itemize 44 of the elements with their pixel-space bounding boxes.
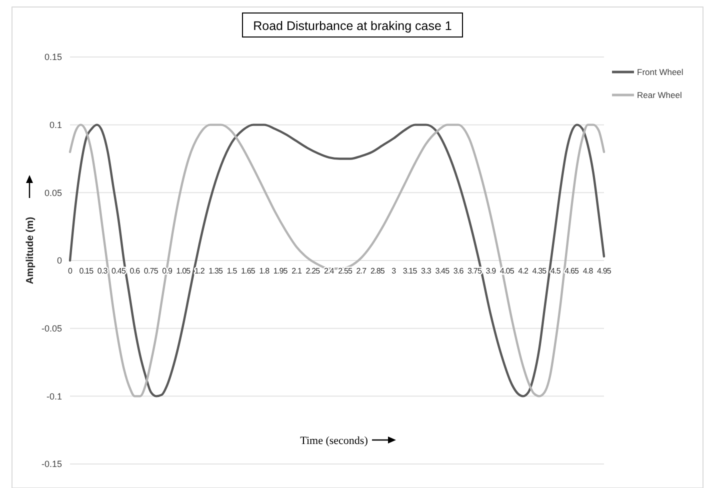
x-tick-label: 3.15 [402,266,418,276]
x-tick-label: 2.85 [370,266,386,276]
x-tick-label: 2.1 [292,266,302,276]
x-tick-label: 1.8 [259,266,270,276]
x-tick-label: 2.4 [324,266,335,276]
x-tick-label: 3.45 [435,266,450,276]
x-tick-label: 2.55 [338,266,354,276]
x-tick-label: 2.25 [306,266,321,276]
x-tick-label: 2.7 [356,266,368,276]
x-tick-label: 0.75 [144,266,159,276]
x-tick-label: 0 [68,266,73,276]
y-tick-label: 0.15 [44,52,62,62]
x-tick-label: 4.35 [532,266,548,276]
legend-label: Rear Wheel [637,90,682,100]
x-tick-label: 4.95 [597,266,612,276]
y-axis-title: Amplitude (m) [25,216,36,284]
y-tick-label: 0 [56,256,62,266]
x-tick-label: 3.9 [486,266,497,276]
y-tick-label: -0.05 [41,323,62,334]
y-tick-label: -0.1 [46,391,62,402]
x-tick-label: 3.3 [421,266,432,276]
y-tick-label: 0.05 [44,188,62,198]
x-tick-label: 3 [392,266,397,276]
x-tick-label: 0.3 [97,266,108,276]
x-tick-label: 0.9 [162,266,173,276]
x-tick-label: 0.15 [79,266,94,276]
legend-label: Front Wheel [637,66,684,77]
x-tick-label: 0.6 [130,266,141,276]
x-tick-label: 4.2 [518,266,529,276]
y-tick-label: 0.1 [49,120,62,130]
x-tick-label: 4.5 [550,266,562,276]
x-tick-label: 1.05 [176,266,192,276]
x-tick-label: 1.2 [194,266,206,276]
x-tick-label: 1.35 [208,266,224,276]
x-tick-label: 3.6 [453,266,464,276]
x-tick-label: 1.5 [226,266,238,276]
x-tick-label: 1.65 [241,266,256,276]
chart-title: Road Disturbance at braking case 1 [253,19,452,33]
x-axis-title: Time (seconds) [300,435,368,447]
x-tick-label: 4.65 [564,266,580,276]
x-tick-label: 1.95 [273,266,288,276]
y-tick-label: -0.15 [41,459,62,470]
x-tick-label: 4.8 [582,266,594,276]
x-tick-label: 4.05 [500,266,515,276]
